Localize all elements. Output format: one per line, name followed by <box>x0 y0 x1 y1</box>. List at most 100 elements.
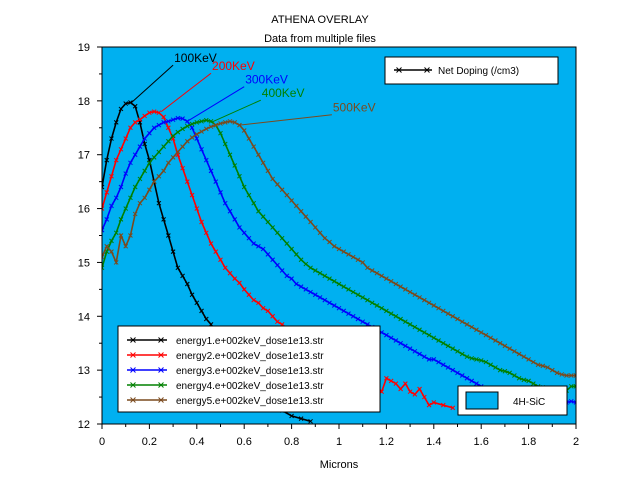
series-5-point <box>113 260 119 265</box>
series-3-point <box>161 120 166 125</box>
series-1-point <box>308 418 313 424</box>
series-5-point <box>147 187 152 193</box>
series-4-point <box>232 163 238 168</box>
series-5-point <box>270 176 275 182</box>
series-4-point <box>455 348 460 354</box>
series-5-point <box>554 370 560 376</box>
series-2-point <box>151 109 157 114</box>
series-3-point <box>450 367 456 373</box>
y-tick-label: 16 <box>78 204 90 216</box>
series-2-point <box>426 402 432 408</box>
annotation-leader <box>210 99 261 123</box>
series-5-point <box>398 284 403 290</box>
series-4-point <box>156 149 162 155</box>
series-1-point <box>161 216 166 222</box>
legend-label: energy3.e+002keV_dose1e13.str <box>176 366 324 377</box>
legend-label: energy5.e+002keV_dose1e13.str <box>176 396 324 407</box>
series-3-point <box>388 335 394 341</box>
series-3-point <box>104 216 110 222</box>
series-3-point <box>251 241 257 246</box>
series-3-point <box>170 117 176 123</box>
series-4-point <box>384 308 389 314</box>
legend-entry-2: energy2.e+002keV_dose1e13.str <box>127 351 324 362</box>
series-5-point <box>180 144 185 149</box>
y-tick-label: 17 <box>78 150 90 162</box>
series-5-point <box>450 313 456 319</box>
series-3-point <box>317 295 323 300</box>
series-4-point <box>417 327 422 333</box>
legend-label: energy2.e+002keV_dose1e13.str <box>176 351 324 362</box>
series-2-point <box>450 405 456 411</box>
annotation-5: 500KeV <box>239 101 376 126</box>
series-5-point <box>317 230 323 236</box>
series-5-point <box>189 135 195 140</box>
series-2-point <box>194 206 200 211</box>
series-5-point <box>293 203 299 209</box>
series-3-point <box>260 246 266 252</box>
legend-entry-3: energy3.e+002keV_dose1e13.str <box>127 366 324 377</box>
series-2-point <box>393 381 399 386</box>
series-2-point <box>137 117 143 123</box>
series-4-point <box>170 133 176 139</box>
series-5-point <box>246 136 252 141</box>
series-5-point <box>109 249 114 255</box>
series-5-point <box>507 346 512 351</box>
series-1-point <box>166 233 171 238</box>
series-5-point <box>232 120 238 125</box>
series-4-point <box>251 200 257 206</box>
series-4-point <box>450 346 456 351</box>
series-3-point <box>431 357 437 362</box>
annotation-leader <box>130 64 174 104</box>
series-3-point <box>327 300 332 306</box>
y-tick-label: 19 <box>78 42 90 54</box>
series-4-point <box>440 340 446 346</box>
annotation-label: 300KeV <box>245 73 288 87</box>
series-5-point <box>175 149 181 155</box>
legend-entry-4: energy4.e+002keV_dose1e13.str <box>127 381 324 392</box>
series-2-point <box>275 319 280 325</box>
series-4-point <box>218 130 223 136</box>
series-2-point <box>104 190 110 195</box>
series-5-point <box>526 357 531 362</box>
y-tick-label: 14 <box>78 311 90 323</box>
series-2-point <box>412 392 418 397</box>
series-4-point <box>469 355 475 361</box>
series-2-point <box>388 378 394 384</box>
series-5-point <box>407 289 413 295</box>
legend-entry-5: energy5.e+002keV_dose1e13.str <box>127 396 324 407</box>
series-2-point <box>384 375 389 381</box>
series-4-point <box>341 284 347 290</box>
series-5-point <box>369 268 375 273</box>
series-1-point <box>128 100 133 105</box>
series-4-point <box>137 176 143 182</box>
series-4-point <box>407 322 413 327</box>
series-3-point <box>469 378 475 384</box>
series-5-point <box>346 251 351 257</box>
series-3-point <box>289 276 294 281</box>
series-4-point <box>403 319 408 325</box>
series-4-point <box>246 192 252 198</box>
series-1-point <box>142 141 148 147</box>
series-4-point <box>568 383 574 389</box>
series-2-point <box>128 125 133 131</box>
series-2-point <box>222 265 228 271</box>
series-2-point <box>142 113 148 119</box>
series-5-point <box>161 168 166 174</box>
series-5-point <box>388 278 394 284</box>
series-3-point <box>189 125 195 131</box>
series-5-point <box>360 260 366 265</box>
series-3-point <box>455 370 460 376</box>
series-3-point <box>203 157 209 163</box>
annotation-leader <box>239 114 332 126</box>
x-tick-label: 1.4 <box>426 436 441 448</box>
series-4-point <box>208 118 214 124</box>
series-5-point <box>393 281 399 287</box>
series-1-point <box>104 157 110 163</box>
series-4-point <box>426 332 432 338</box>
series-5-point <box>222 120 228 125</box>
x-tick-label: 1.2 <box>379 436 394 448</box>
legend-entry-1: energy1.e+002keV_dose1e13.str <box>127 336 324 347</box>
series-4-point <box>478 358 484 363</box>
series-3-point <box>440 362 446 368</box>
